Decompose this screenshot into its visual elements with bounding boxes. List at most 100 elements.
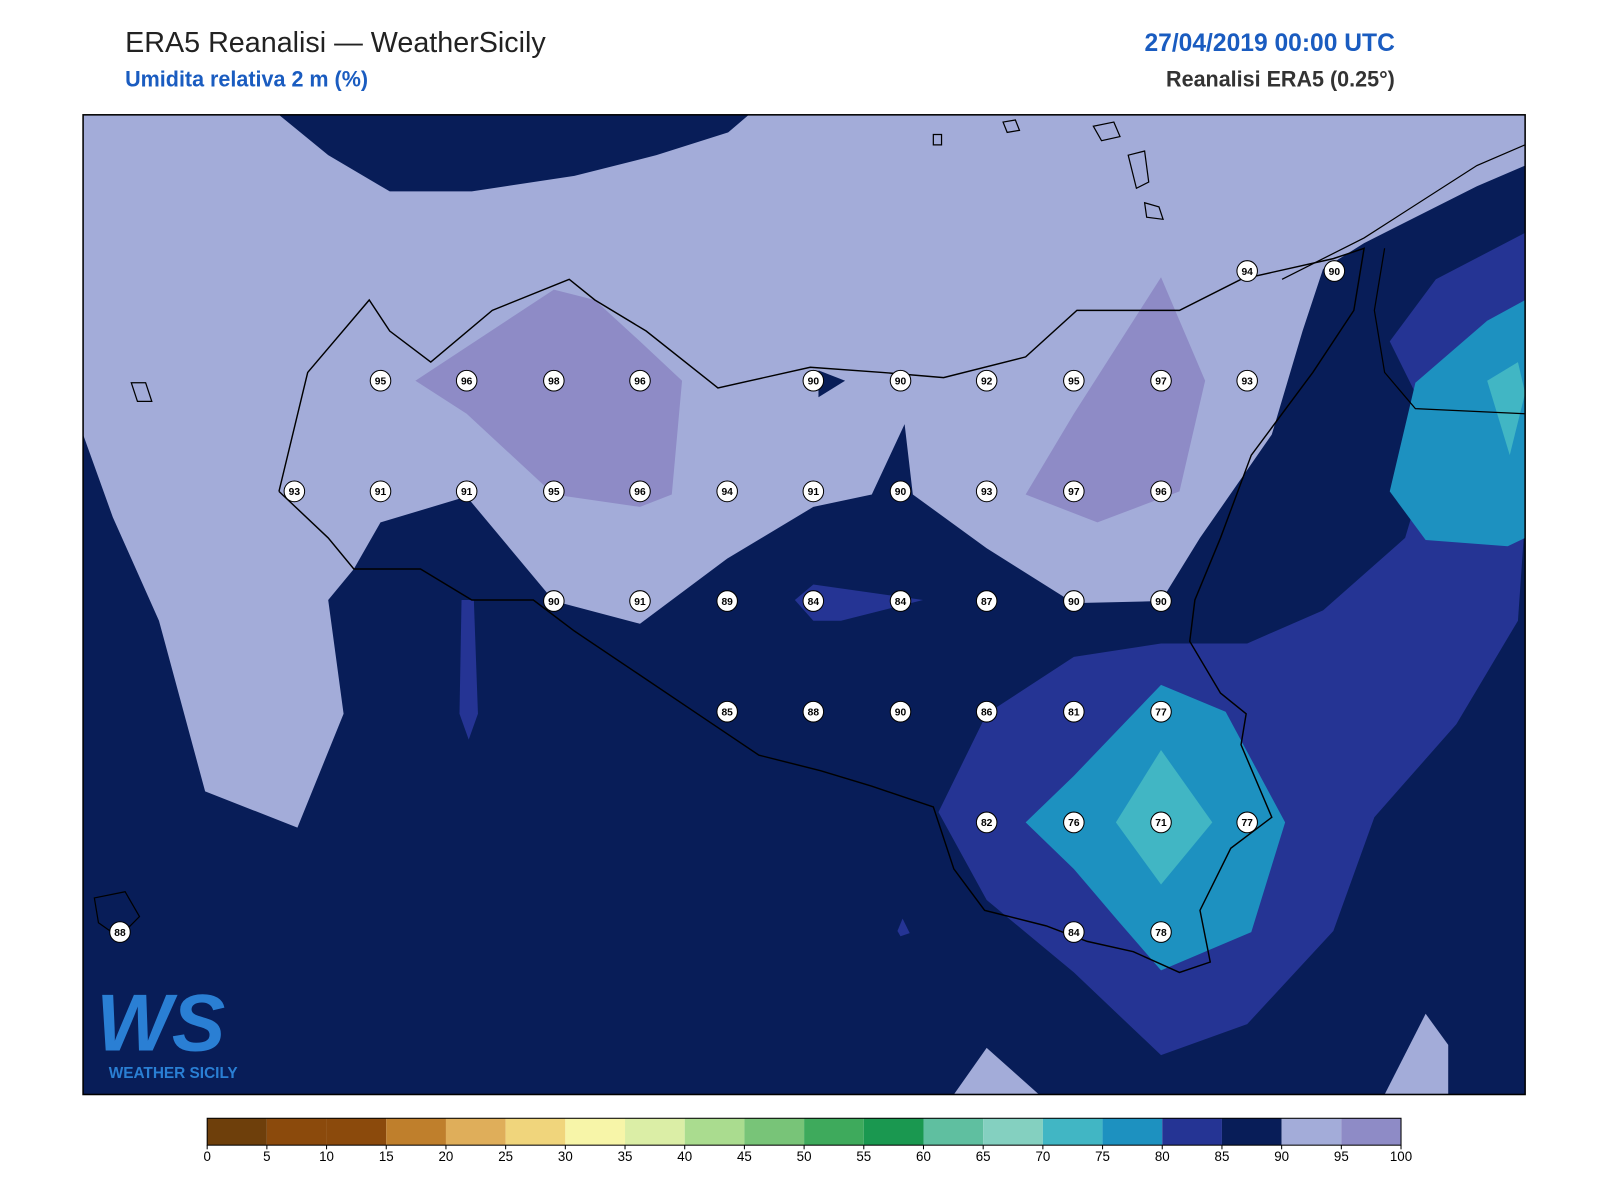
colorbar-tick-label: 90 [1274, 1149, 1289, 1164]
station-marker [1236, 260, 1258, 282]
station-marker [716, 590, 738, 612]
colorbar-cell [1341, 1118, 1402, 1146]
subtitle: Umidita relativa 2 m (%) [125, 66, 368, 91]
station-marker [629, 369, 651, 392]
logo-mark: WS [96, 978, 225, 1068]
colorbar-tick-label: 50 [797, 1149, 812, 1164]
station-marker [1063, 480, 1085, 503]
colorbar-tick-label: 30 [558, 1149, 573, 1164]
station-marker [1063, 590, 1085, 612]
colorbar-tick-label: 65 [976, 1149, 991, 1164]
colorbar-tick-label: 0 [203, 1149, 210, 1164]
station-marker [1150, 590, 1172, 612]
station-value: 98 [548, 376, 560, 387]
station-value: 90 [1329, 267, 1341, 278]
colorbar-cell [744, 1118, 805, 1146]
station-marker [1063, 369, 1085, 392]
station-value: 93 [289, 487, 301, 498]
station-value: 93 [1241, 376, 1253, 387]
station-value: 88 [114, 928, 126, 939]
colorbar-tick-label: 15 [379, 1149, 394, 1164]
station-marker [1150, 811, 1172, 834]
colorbar-cell [207, 1118, 267, 1146]
station-value: 94 [721, 487, 733, 498]
station-value: 95 [548, 487, 560, 498]
station-marker [975, 590, 998, 612]
station-marker [975, 480, 998, 503]
station-value: 95 [375, 376, 387, 387]
station-marker [1150, 369, 1172, 392]
island [93, 119, 1164, 939]
coastline [1281, 144, 1526, 280]
station-marker [975, 811, 998, 834]
colorbar-cell [923, 1118, 984, 1146]
station-marker [369, 369, 392, 392]
station-value: 84 [895, 597, 907, 608]
station-value: 91 [461, 487, 473, 498]
station-value: 90 [548, 597, 560, 608]
colorbar-tick-label: 10 [319, 1149, 334, 1164]
map-frame [82, 114, 1526, 1096]
station-value: 97 [1155, 376, 1167, 387]
contour [794, 584, 924, 621]
station-marker [802, 700, 825, 723]
station-value: 90 [895, 707, 907, 718]
colorbar-tick-label: 70 [1035, 1149, 1050, 1164]
station-marker [629, 480, 651, 503]
station-value: 92 [981, 376, 993, 387]
station-marker [455, 369, 478, 392]
station-value: 93 [981, 487, 993, 498]
station-marker [802, 480, 825, 503]
station-marker [1063, 811, 1085, 834]
colorbar: 0 5 10 15 20 25 30 35 40 45 50 55 60 65 70 75 80 85 90 95 10… [203, 1117, 1412, 1164]
station-value: 90 [808, 376, 820, 387]
colorbar-cell [386, 1118, 446, 1146]
station-marker [283, 480, 306, 503]
station-marker [1150, 700, 1172, 723]
colorbar-cell [804, 1118, 864, 1146]
contour [459, 600, 478, 740]
station-marker [1150, 480, 1172, 503]
station-value: 76 [1068, 818, 1080, 829]
station-value: 90 [895, 487, 907, 498]
colorbar-tick-label: 80 [1155, 1149, 1170, 1164]
station-marker [109, 921, 131, 943]
colorbar-tick-label: 35 [618, 1149, 633, 1164]
station-value: 87 [981, 597, 993, 608]
station-marker [369, 480, 392, 503]
station-marker [543, 590, 565, 612]
colorbar-tick-label: 75 [1095, 1149, 1110, 1164]
colorbar-cell [505, 1118, 566, 1146]
contour [953, 1047, 1039, 1095]
station-marker [889, 590, 912, 612]
colorbar-tick-label: 55 [856, 1149, 871, 1164]
contours [83, 114, 1526, 1095]
colorbar-tick-label: 5 [263, 1149, 270, 1164]
contour [1384, 1013, 1449, 1095]
station-marker [543, 480, 565, 503]
contour [415, 289, 683, 507]
coastline [278, 247, 1366, 974]
station-marker [1063, 921, 1085, 943]
station-value: 77 [1155, 707, 1167, 718]
station-value: 96 [634, 376, 646, 387]
station-value: 95 [1068, 376, 1080, 387]
contour [1487, 362, 1526, 456]
station-value: 94 [1241, 267, 1253, 278]
station-value: 88 [808, 707, 820, 718]
station-marker [975, 700, 998, 723]
colorbar-tick-label: 45 [737, 1149, 752, 1164]
station-marker [716, 700, 738, 723]
station-marker [716, 480, 738, 503]
colorbar-tick-label: 60 [916, 1149, 931, 1164]
station-marker [1236, 811, 1258, 834]
station-value: 86 [981, 707, 993, 718]
colorbar-tick-label: 85 [1215, 1149, 1230, 1164]
station-value: 96 [1155, 487, 1167, 498]
colorbar-tick-label: 20 [439, 1149, 454, 1164]
station-marker [1063, 700, 1085, 723]
contour [897, 918, 910, 937]
colorbar-cell [863, 1118, 924, 1146]
station-value: 85 [721, 707, 733, 718]
